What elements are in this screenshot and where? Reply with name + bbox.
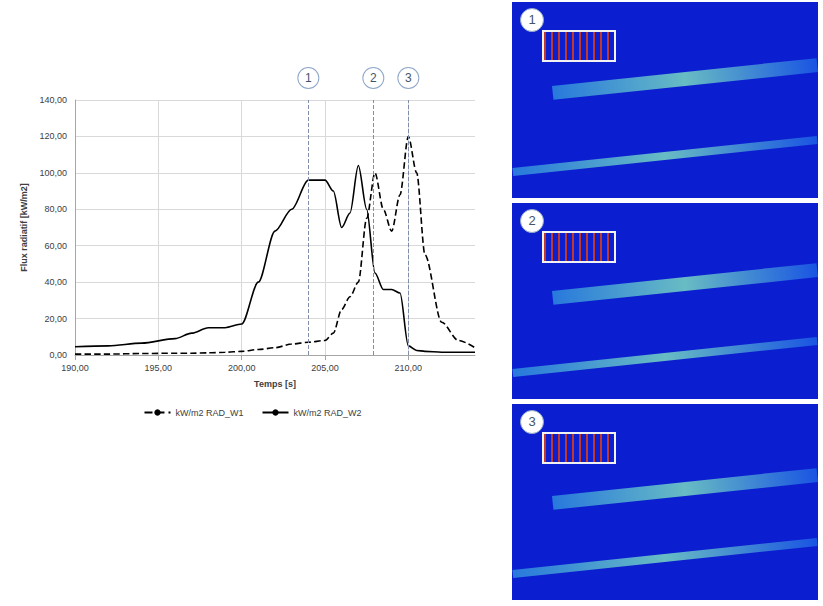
svg-text:100,00: 100,00 (39, 168, 67, 178)
html-text:2: 2 (528, 213, 536, 228)
svg-text:40,00: 40,00 (44, 277, 67, 287)
html-text:1: 1 (528, 12, 536, 27)
html-text:3: 3 (528, 414, 536, 429)
svg-text:20,00: 20,00 (44, 314, 67, 324)
svg-text:Flux radiatif [kW/m2]: Flux radiatif [kW/m2] (19, 183, 29, 272)
svg-text:0,00: 0,00 (49, 350, 67, 360)
svg-text:80,00: 80,00 (44, 204, 67, 214)
svg-text:190,00: 190,00 (61, 363, 89, 373)
svg-text:140,00: 140,00 (39, 95, 67, 105)
svg-text:kW/m2 RAD_W2: kW/m2 RAD_W2 (294, 408, 362, 418)
svg-text:210,00: 210,00 (395, 363, 423, 373)
svg-text:3: 3 (405, 71, 412, 85)
svg-text:2: 2 (370, 71, 377, 85)
svg-text:120,00: 120,00 (39, 131, 67, 141)
svg-text:1: 1 (305, 71, 312, 85)
svg-text:Temps [s]: Temps [s] (254, 379, 296, 389)
svg-text:60,00: 60,00 (44, 241, 67, 251)
svg-text:195,00: 195,00 (145, 363, 173, 373)
svg-text:kW/m2 RAD_W1: kW/m2 RAD_W1 (175, 408, 243, 418)
svg-text:205,00: 205,00 (311, 363, 339, 373)
svg-text:200,00: 200,00 (228, 363, 256, 373)
